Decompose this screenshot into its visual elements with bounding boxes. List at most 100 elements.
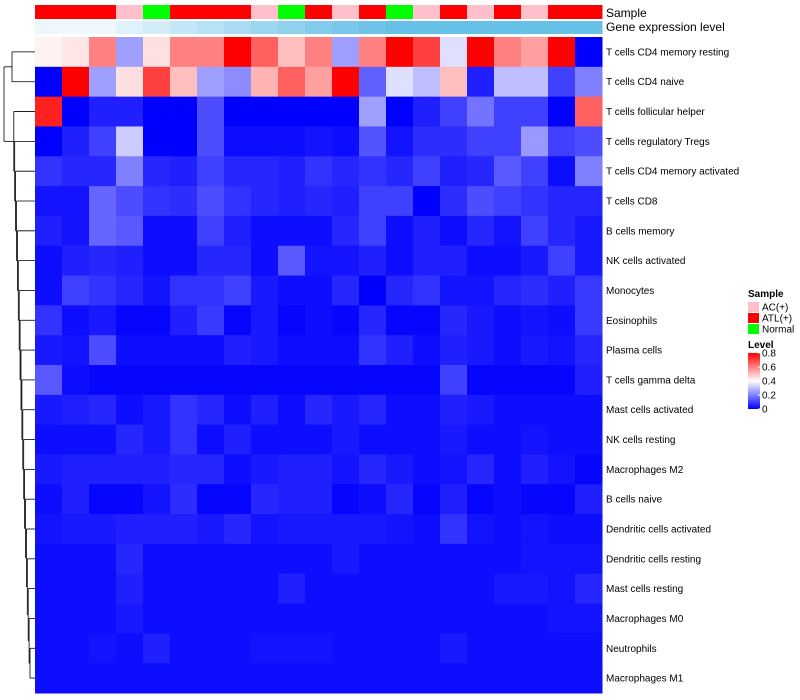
heatmap-cell — [575, 603, 603, 634]
heatmap-cell — [494, 126, 522, 157]
heatmap-cell — [305, 394, 333, 426]
sample-annotation-cell — [224, 5, 252, 19]
heatmap-cell — [305, 573, 333, 605]
heatmap-cell — [548, 66, 576, 98]
heatmap-cell — [197, 573, 225, 605]
row-label: Macrophages M0 — [606, 614, 684, 625]
heatmap-cell — [548, 365, 576, 396]
heatmap-cell — [89, 603, 117, 634]
heatmap-cell — [35, 454, 63, 485]
heatmap-cell — [332, 633, 360, 664]
heatmap-cell — [116, 543, 144, 575]
heatmap-cell — [548, 275, 576, 306]
heatmap-cell — [467, 514, 495, 545]
heatmap-cell — [89, 275, 117, 306]
heatmap-cell — [278, 603, 306, 634]
heatmap-cell — [251, 603, 279, 634]
heatmap-cell — [440, 603, 468, 634]
heatmap-cell — [62, 66, 90, 98]
heatmap-cell — [548, 335, 576, 366]
expression-annotation-cell — [467, 21, 495, 34]
heatmap-cell — [251, 186, 279, 217]
heatmap-cell — [143, 424, 171, 455]
heatmap-cell — [359, 365, 387, 396]
heatmap-cell — [278, 365, 306, 396]
heatmap-cell — [521, 603, 549, 634]
heatmap-cell — [413, 484, 441, 515]
level-legend-tick-label: 0.4 — [762, 377, 776, 388]
sample-legend-swatch — [748, 302, 759, 312]
heatmap-cell — [413, 454, 441, 485]
heatmap-cell — [575, 484, 603, 515]
heatmap-cell — [35, 573, 63, 605]
heatmap-cell — [521, 126, 549, 157]
heatmap-cell — [305, 275, 333, 306]
heatmap-cell — [170, 633, 198, 664]
heatmap-cell — [224, 245, 252, 277]
row-label: Mast cells resting — [606, 584, 683, 595]
heatmap-cell — [305, 156, 333, 187]
heatmap-cell — [170, 156, 198, 187]
expression-annotation-cell — [359, 21, 387, 34]
heatmap-cell — [62, 156, 90, 187]
heatmap-cell — [386, 663, 414, 694]
heatmap-cell — [332, 514, 360, 545]
heatmap-cell — [386, 454, 414, 485]
heatmap-cell — [116, 573, 144, 605]
heatmap-cell — [440, 245, 468, 277]
heatmap-cell — [548, 37, 576, 68]
heatmap-cell — [575, 186, 603, 217]
heatmap-cell — [413, 37, 441, 68]
heatmap-cell — [224, 633, 252, 664]
row-labels: T cells CD4 memory resting T cells CD4 na… — [606, 47, 739, 684]
sample-legend-label: AC(+) — [762, 303, 788, 314]
heatmap-cell — [251, 126, 279, 157]
heatmap-cell — [575, 66, 603, 98]
heatmap-cell — [251, 663, 279, 694]
row-label: NK cells activated — [606, 256, 685, 267]
heatmap-cell — [89, 633, 117, 664]
row-label: Mast cells activated — [606, 405, 693, 416]
heatmap-cell — [440, 215, 468, 247]
heatmap-cell — [62, 37, 90, 68]
heatmap-cell — [494, 215, 522, 247]
heatmap-cell — [386, 66, 414, 98]
row-label: NK cells resting — [606, 435, 675, 446]
heatmap-cell — [467, 335, 495, 366]
heatmap-cell — [386, 37, 414, 68]
heatmap-cell — [89, 484, 117, 515]
heatmap-cell — [35, 335, 63, 366]
heatmap-cell — [521, 305, 549, 336]
heatmap-cell — [359, 633, 387, 664]
heatmap-cell — [359, 96, 387, 127]
heatmap-cell — [305, 215, 333, 247]
heatmap-cell — [143, 603, 171, 634]
heatmap-cell — [305, 633, 333, 664]
sample-annotation-cell — [521, 5, 549, 19]
heatmap-cell — [332, 126, 360, 157]
heatmap-cell — [548, 186, 576, 217]
heatmap-cell — [278, 66, 306, 98]
heatmap-cell — [35, 215, 63, 247]
heatmap-cell — [278, 484, 306, 515]
heatmap-cell — [494, 335, 522, 366]
heatmap-cell — [440, 663, 468, 694]
heatmap-cell — [359, 215, 387, 247]
heatmap-cell — [494, 37, 522, 68]
heatmap-cell — [35, 245, 63, 277]
heatmap-cell — [143, 543, 171, 575]
heatmap-cell — [116, 126, 144, 157]
heatmap-cell — [143, 365, 171, 396]
row-label: Macrophages M2 — [606, 465, 684, 476]
heatmap-cell — [89, 394, 117, 426]
sample-annotation-cell — [575, 5, 603, 19]
heatmap-cell — [143, 454, 171, 485]
heatmap-cell — [548, 215, 576, 247]
heatmap-cell — [35, 66, 63, 98]
row-label: Neutrophils — [606, 644, 657, 655]
heatmap-cell — [467, 365, 495, 396]
heatmap-cell — [521, 365, 549, 396]
heatmap-cell — [278, 633, 306, 664]
heatmap-cell — [197, 663, 225, 694]
